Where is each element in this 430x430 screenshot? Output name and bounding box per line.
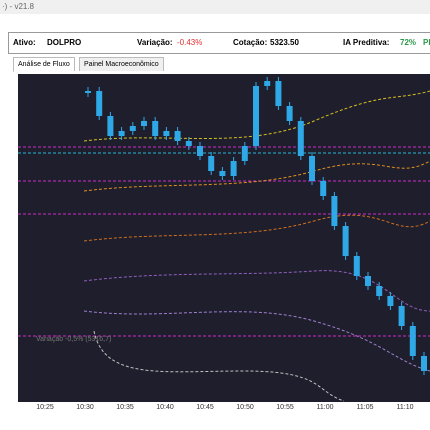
candle (129, 126, 136, 131)
candle (219, 171, 226, 176)
candle (342, 226, 349, 256)
candle (264, 81, 271, 86)
candle (118, 131, 125, 136)
candle (141, 121, 147, 126)
candle (197, 146, 203, 156)
asset-label: Ativo: (13, 38, 36, 47)
x-tick-label: 11:10 (397, 404, 414, 411)
tab[interactable]: Análise de Fluxo (13, 57, 75, 72)
candle (286, 106, 293, 121)
quote: 5323.50 (270, 38, 299, 47)
header-panel: Ativo: DOLPRO Variação: -0.43% Cotação: … (8, 32, 430, 54)
candle (208, 156, 215, 171)
candle (309, 156, 315, 181)
candle (230, 161, 237, 176)
ai: 72% (400, 38, 417, 47)
candle (163, 131, 170, 136)
band (83, 270, 430, 312)
candle (398, 306, 405, 326)
chart: Variação -0,5% (5316,7) 10:25 10:30 10:35 1… (14, 71, 430, 417)
x-tick-label: 10:35 (116, 404, 134, 411)
plot-area (18, 74, 430, 402)
band (83, 310, 430, 372)
annotation: Variação -0,5% (5316,7) (36, 336, 111, 343)
candle (320, 181, 327, 196)
band (83, 160, 430, 192)
candle (421, 356, 427, 371)
candle (409, 326, 416, 356)
x-tick-label: 10:30 (76, 404, 94, 411)
candle (96, 91, 103, 116)
candle (331, 196, 338, 226)
x-tick-label: 10:45 (196, 404, 214, 411)
ai-label: IA Preditiva: (343, 38, 390, 47)
extra: PF (423, 38, 430, 47)
band (93, 330, 345, 402)
change-label: Variação: (137, 38, 173, 47)
candle (107, 116, 114, 136)
window-title: ·) - v21.8 (2, 2, 35, 11)
candle (253, 86, 259, 146)
candle (152, 121, 159, 136)
candle (241, 146, 248, 161)
candle (185, 141, 192, 146)
tab[interactable]: Painel Macroeconômico (79, 57, 164, 72)
candle (297, 121, 304, 156)
candle (376, 286, 383, 296)
candle (174, 131, 181, 141)
x-tick-label: 11:00 (317, 404, 334, 411)
x-tick-label: 11:05 (357, 404, 374, 411)
x-tick-label: 10:40 (156, 404, 174, 411)
candle (365, 276, 371, 286)
x-tick-label: 10:25 (36, 404, 54, 411)
x-tick-label: 10:50 (236, 404, 254, 411)
change: -0.43% (177, 38, 203, 47)
candle (85, 91, 91, 93)
asset: DOLPRO (47, 38, 82, 47)
quote-label: Cotação: (233, 38, 268, 47)
candle (387, 296, 394, 306)
band (83, 214, 430, 242)
candle (275, 81, 282, 106)
x-tick-label: 10:55 (276, 404, 294, 411)
candle (353, 256, 360, 276)
